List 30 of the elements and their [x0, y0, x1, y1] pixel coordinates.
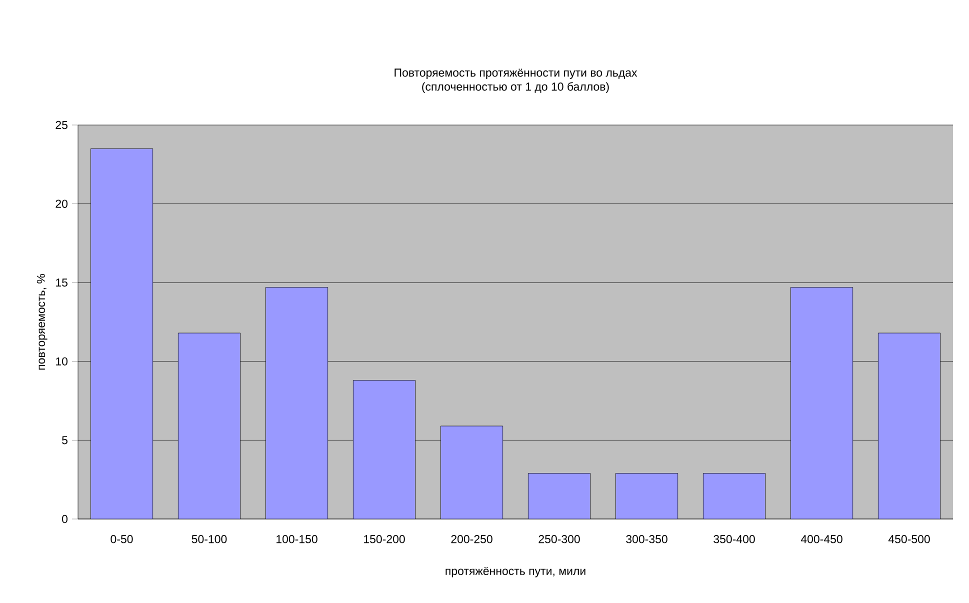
bar	[878, 332, 941, 519]
x-tick-label: 350-400	[714, 535, 755, 544]
y-tick-label: 0	[62, 514, 68, 524]
chart-title: Повторяемость протяжённости пути во льдах	[394, 68, 638, 79]
bar	[528, 473, 591, 519]
x-tick-label: 150-200	[364, 535, 405, 544]
bar	[90, 148, 154, 519]
x-tick-label: 400-450	[800, 535, 842, 544]
bar	[352, 380, 416, 519]
bar	[790, 287, 854, 519]
y-tick-label: 25	[56, 120, 68, 130]
bar	[615, 473, 678, 519]
chart-subtitle: (сплоченностью от 1 до 10 баллов)	[422, 82, 609, 93]
x-tick-label: 100-150	[276, 535, 318, 544]
bar	[178, 332, 241, 519]
y-tick-label: 15	[56, 278, 68, 287]
x-tick-label: 300-350	[626, 535, 668, 544]
y-tick-label: 5	[62, 436, 68, 444]
y-tick-label: 10	[56, 357, 68, 366]
x-tick-label: 50-100	[192, 535, 227, 544]
bar	[265, 287, 328, 519]
y-axis-title: повторяемость, %	[36, 274, 48, 370]
x-tick-label: 250-300	[538, 535, 580, 544]
x-tick-label: 0-50	[110, 535, 133, 544]
x-tick-label: 450-500	[888, 535, 930, 544]
bar	[440, 426, 504, 519]
y-tick-label: 20	[56, 200, 68, 208]
x-tick-label: 200-250	[451, 535, 492, 544]
bar	[702, 473, 766, 519]
x-axis-title: протяжённость пути, мили	[446, 567, 586, 578]
